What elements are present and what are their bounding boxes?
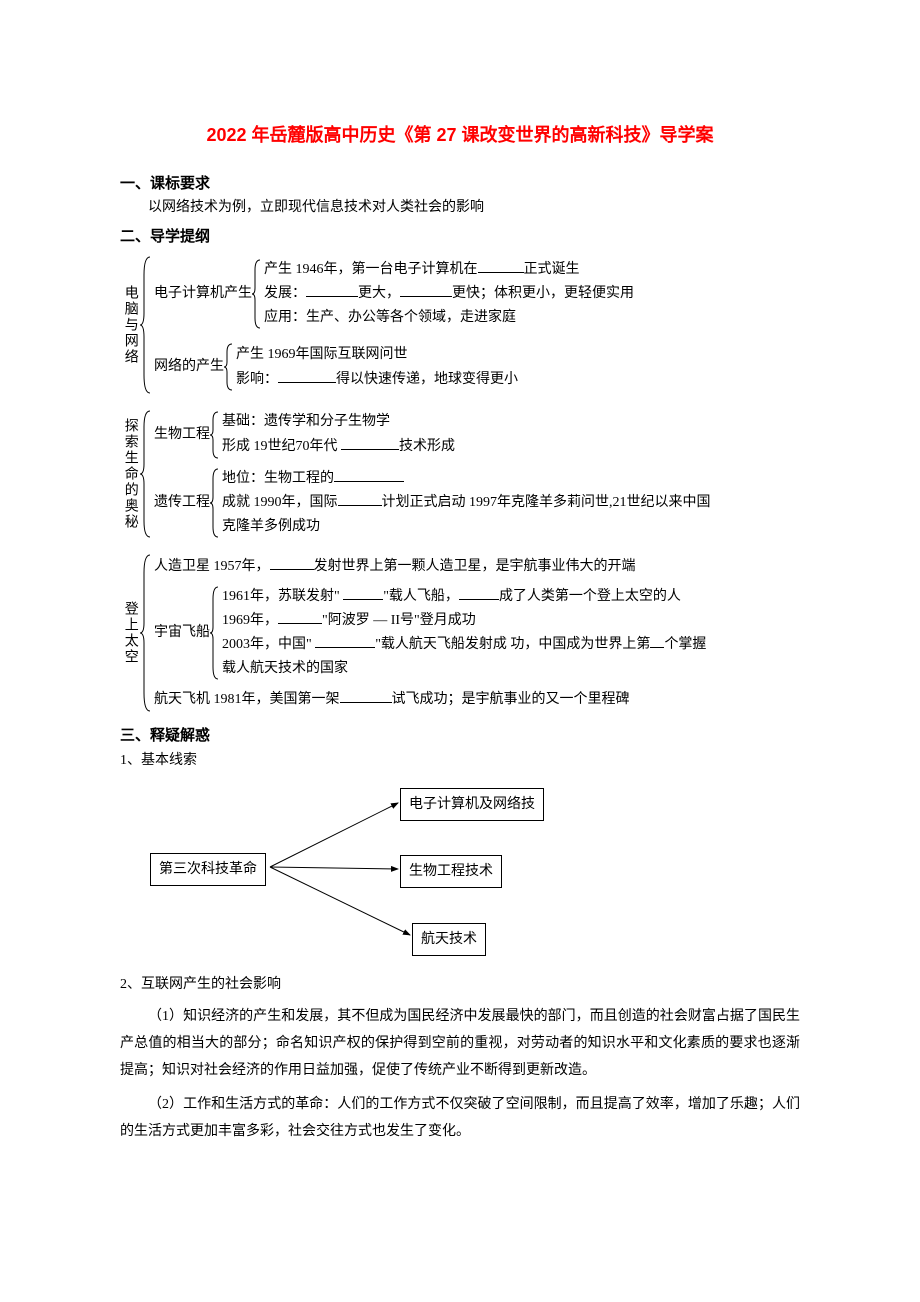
brace-icon bbox=[210, 410, 220, 460]
sec3-para1: （1）知识经济的产生和发展，其不但成为国民经济中发展最快的部门，而且创造的社会财… bbox=[120, 1004, 800, 1084]
blank bbox=[306, 282, 358, 297]
brace-icon bbox=[140, 553, 152, 713]
group2-content: 生物工程 基础：遗传学和分子生物学 形成 19世纪70年代 技术形成 遗传工程 … bbox=[152, 409, 711, 539]
text: 1969年， bbox=[222, 613, 278, 628]
text: 成了人类第一个登上太空的人 bbox=[499, 589, 681, 604]
g2-item1-label: 生物工程 bbox=[154, 410, 210, 460]
page: 2022 年岳麓版高中历史《第 27 课改变世界的高新科技》导学案 一、课标要求… bbox=[0, 0, 920, 1185]
blank bbox=[315, 633, 375, 648]
line: 航天飞机 1981年，美国第一架 试飞成功；是宇航事业的又一个里程碑 bbox=[154, 688, 706, 712]
text: 成就 1990年，国际 bbox=[222, 495, 338, 510]
brace-icon bbox=[210, 467, 220, 539]
text: 形成 19世纪70年代 bbox=[222, 439, 341, 454]
text: 影响： bbox=[236, 372, 278, 387]
group1-content: 电子计算机产生 产生 1946年，第一台电子计算机在 正式诞生 发展： 更大， 更快；… bbox=[152, 255, 634, 395]
g2-item2-label: 遗传工程 bbox=[154, 467, 210, 539]
line: 载人航天技术的国家 bbox=[222, 657, 706, 681]
group3-label: 登上太空 bbox=[120, 553, 140, 713]
sec3-para2: （2）工作和生活方式的革命：人们的工作方式不仅突破了空间限制，而且提高了效率，增… bbox=[120, 1092, 800, 1145]
blank bbox=[270, 555, 314, 570]
line: 发展： 更大， 更快；体积更小，更轻便实用 bbox=[264, 282, 634, 306]
g1-item1-lines: 产生 1946年，第一台电子计算机在 正式诞生 发展： 更大， 更快；体积更小，更轻便… bbox=[262, 258, 634, 330]
g1-item2-lines: 产生 1969年国际互联网问世 影响： 得以快速传递，地球变得更小 bbox=[234, 342, 518, 392]
text: 技术形成 bbox=[399, 439, 455, 454]
text: 发展： bbox=[264, 286, 306, 301]
line: 人造卫星 1957年， 发射世界上第一颗人造卫星，是宇航事业伟大的开端 bbox=[154, 555, 706, 579]
g3-item2-label: 宇宙飞船 bbox=[154, 585, 210, 681]
blank bbox=[478, 258, 524, 273]
g2-item1-lines: 基础：遗传学和分子生物学 形成 19世纪70年代 技术形成 bbox=[220, 410, 455, 460]
section1-body: 以网络技术为例，立即现代信息技术对人类社会的影响 bbox=[120, 196, 800, 220]
g1-item2: 网络的产生 产生 1969年国际互联网问世 影响： 得以快速传递，地球变得更小 bbox=[154, 342, 634, 392]
group1-label: 电脑与网络 bbox=[120, 255, 140, 395]
brace-icon bbox=[210, 585, 220, 681]
text: 产生 1946年，第一台电子计算机在 bbox=[264, 262, 478, 277]
doc-title: 2022 年岳麓版高中历史《第 27 课改变世界的高新科技》导学案 bbox=[120, 120, 800, 151]
text: 计划正式启动 1997年克隆羊多莉问世,21世纪以来中国 bbox=[382, 495, 711, 510]
diagram: 第三次科技革命 电子计算机及网络技 生物工程技术 航天技术 bbox=[150, 783, 800, 963]
text: 更大， bbox=[358, 286, 400, 301]
text: "载人飞船， bbox=[383, 589, 459, 604]
group2-label: 探索生命的奥秘 bbox=[120, 409, 140, 539]
outline-group-1: 电脑与网络 电子计算机产生 产生 1946年，第一台电子计算机在 正式诞生 发展：… bbox=[120, 255, 800, 395]
text: 航天飞机 1981年，美国第一架 bbox=[154, 692, 340, 707]
text: 发射世界上第一颗人造卫星，是宇航事业伟大的开端 bbox=[314, 559, 636, 574]
line: 应用：生产、办公等各个领域，走进家庭 bbox=[264, 306, 634, 330]
line: 产生 1969年国际互联网问世 bbox=[236, 343, 518, 367]
line: 2003年，中国" "载人航天飞船发射成 功，中国成为世界上第个掌握 bbox=[222, 633, 706, 657]
brace-icon bbox=[224, 342, 234, 392]
section3-heading: 三、释疑解惑 bbox=[120, 723, 800, 749]
g1-item2-label: 网络的产生 bbox=[154, 342, 224, 392]
g2-item2: 遗传工程 地位：生物工程的 成就 1990年，国际 计划正式启动 1997年克隆羊… bbox=[154, 467, 711, 539]
line: 产生 1946年，第一台电子计算机在 正式诞生 bbox=[264, 258, 634, 282]
text: 1961年，苏联发射" bbox=[222, 589, 343, 604]
line: 1961年，苏联发射" "载人飞船， 成了人类第一个登上太空的人 bbox=[222, 585, 706, 609]
blank bbox=[400, 282, 452, 297]
g2-item1: 生物工程 基础：遗传学和分子生物学 形成 19世纪70年代 技术形成 bbox=[154, 410, 711, 460]
diagram-arrows bbox=[150, 783, 650, 963]
g3-item2: 宇宙飞船 1961年，苏联发射" "载人飞船， 成了人类第一个登上太空的人 196… bbox=[154, 585, 706, 681]
blank bbox=[278, 609, 322, 624]
blank bbox=[338, 491, 382, 506]
g1-item1: 电子计算机产生 产生 1946年，第一台电子计算机在 正式诞生 发展： 更大， 更快；… bbox=[154, 258, 634, 330]
line: 成就 1990年，国际 计划正式启动 1997年克隆羊多莉问世,21世纪以来中国 bbox=[222, 491, 711, 515]
text: 正式诞生 bbox=[524, 262, 580, 277]
text: 试飞成功；是宇航事业的又一个里程碑 bbox=[392, 692, 630, 707]
blank bbox=[340, 688, 392, 703]
blank bbox=[334, 467, 404, 482]
brace-icon bbox=[252, 258, 262, 330]
text: 2003年，中国" bbox=[222, 637, 315, 652]
line: 影响： 得以快速传递，地球变得更小 bbox=[236, 368, 518, 392]
blank bbox=[459, 585, 499, 600]
g3-item2-lines: 1961年，苏联发射" "载人飞船， 成了人类第一个登上太空的人 1969年， "阿… bbox=[220, 585, 706, 681]
line: 克隆羊多例成功 bbox=[222, 515, 711, 539]
brace-icon bbox=[140, 255, 152, 395]
blank bbox=[343, 585, 383, 600]
text: 更快；体积更小，更轻便实用 bbox=[452, 286, 634, 301]
blank bbox=[341, 435, 399, 450]
outline-group-3: 登上太空 人造卫星 1957年， 发射世界上第一颗人造卫星，是宇航事业伟大的开端 … bbox=[120, 553, 800, 713]
diagram-wrap: 第三次科技革命 电子计算机及网络技 生物工程技术 航天技术 bbox=[150, 783, 650, 963]
text: "阿波罗 — II号"登月成功 bbox=[322, 613, 476, 628]
group3-content: 人造卫星 1957年， 发射世界上第一颗人造卫星，是宇航事业伟大的开端 宇宙飞船 … bbox=[152, 553, 706, 713]
line: 地位：生物工程的 bbox=[222, 467, 711, 491]
line: 基础：遗传学和分子生物学 bbox=[222, 410, 455, 434]
sec3-p1: 1、基本线索 bbox=[120, 749, 800, 773]
g2-item2-lines: 地位：生物工程的 成就 1990年，国际 计划正式启动 1997年克隆羊多莉问世,… bbox=[220, 467, 711, 539]
sec3-p2: 2、互联网产生的社会影响 bbox=[120, 973, 800, 997]
line: 1969年， "阿波罗 — II号"登月成功 bbox=[222, 609, 706, 633]
text: 个掌握 bbox=[664, 637, 706, 652]
outline-group-2: 探索生命的奥秘 生物工程 基础：遗传学和分子生物学 形成 19世纪70年代 技术… bbox=[120, 409, 800, 539]
blank bbox=[278, 368, 336, 383]
text: 地位：生物工程的 bbox=[222, 471, 334, 486]
section2-heading: 二、导学提纲 bbox=[120, 224, 800, 250]
blank bbox=[650, 633, 664, 648]
text: "载人航天飞船发射成 功，中国成为世界上第 bbox=[375, 637, 650, 652]
brace-icon bbox=[140, 409, 152, 539]
section1-heading: 一、课标要求 bbox=[120, 171, 800, 197]
g1-item1-label: 电子计算机产生 bbox=[154, 258, 252, 330]
text: 人造卫星 1957年， bbox=[154, 559, 270, 574]
text: 得以快速传递，地球变得更小 bbox=[336, 372, 518, 387]
line: 形成 19世纪70年代 技术形成 bbox=[222, 435, 455, 459]
